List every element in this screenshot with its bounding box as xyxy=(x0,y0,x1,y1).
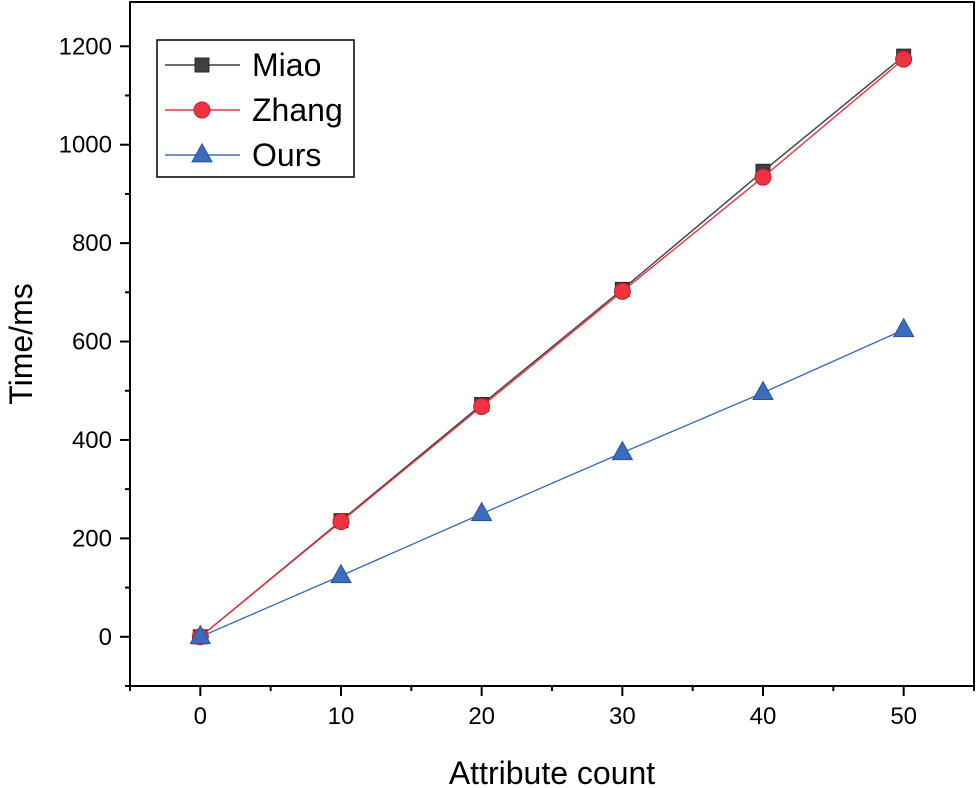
legend-marker-ours xyxy=(191,142,213,163)
x-tick-label: 10 xyxy=(328,703,355,730)
series-line-ours xyxy=(200,329,904,638)
data-point-ours xyxy=(470,501,493,522)
legend-marker-zhang xyxy=(193,101,211,119)
x-tick-label: 0 xyxy=(194,703,207,730)
data-point-zhang xyxy=(895,50,913,68)
x-tick-label: 20 xyxy=(468,703,495,730)
series-line-zhang xyxy=(199,58,905,638)
legend: Miao Zhang Ours xyxy=(156,39,355,178)
legend-box xyxy=(156,39,355,178)
series-ours xyxy=(189,317,915,645)
legend-label-ours: Ours xyxy=(252,137,321,173)
data-point-ours xyxy=(189,624,212,645)
legend-label-miao: Miao xyxy=(252,47,321,83)
y-tick-label: 0 xyxy=(99,624,112,651)
y-tick-label: 1000 xyxy=(59,132,112,159)
legend-marker-miao xyxy=(194,57,210,73)
data-point-ours xyxy=(611,440,634,461)
y-tick-label: 400 xyxy=(72,427,112,454)
data-point-ours xyxy=(892,317,915,338)
y-tick-label: 200 xyxy=(72,525,112,552)
data-point-zhang xyxy=(613,282,631,300)
y-tick-label: 600 xyxy=(72,329,112,356)
x-tick-label: 50 xyxy=(890,703,917,730)
x-tick-label: 40 xyxy=(750,703,777,730)
x-tick-label: 30 xyxy=(609,703,636,730)
legend-item-miao: Miao xyxy=(165,47,321,83)
y-tick-label: 1200 xyxy=(59,33,112,60)
data-point-zhang xyxy=(332,513,350,531)
data-point-ours xyxy=(752,380,774,401)
x-axis-title: Attribute count xyxy=(449,755,655,788)
data-point-ours xyxy=(330,563,352,584)
y-tick-label: 800 xyxy=(72,230,112,257)
legend-item-ours: Ours xyxy=(165,137,321,173)
legend-item-zhang: Zhang xyxy=(165,92,343,128)
legend-label-zhang: Zhang xyxy=(252,92,343,128)
data-point-zhang xyxy=(473,397,491,415)
data-point-zhang xyxy=(754,168,772,186)
y-axis-title: Time/ms xyxy=(3,283,39,404)
